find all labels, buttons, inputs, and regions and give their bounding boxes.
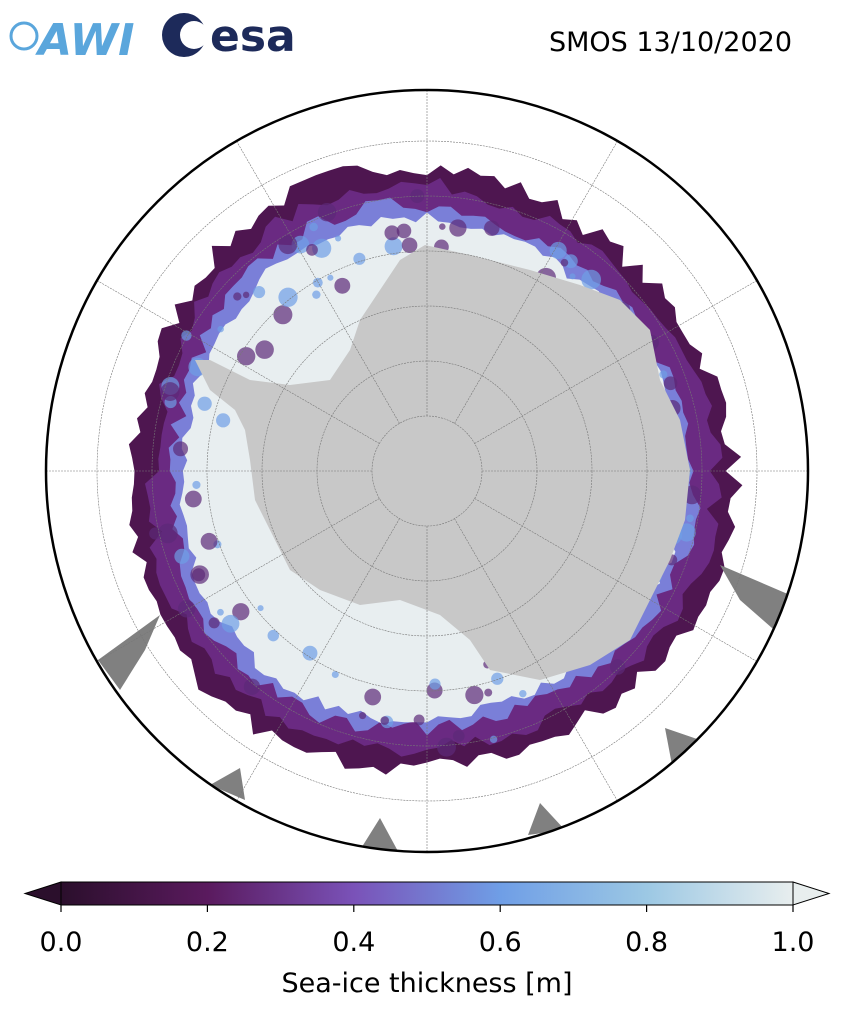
ice-patch [306, 243, 318, 256]
awi-logo: AWI [9, 15, 135, 66]
ice-patch [192, 480, 201, 489]
ice-patch [384, 225, 400, 241]
ice-patch [177, 600, 196, 618]
meridian [454, 518, 618, 802]
colorbar-over [792, 881, 831, 906]
ice-patch [413, 714, 425, 726]
esa-text: esa [210, 11, 296, 62]
ice-patch [197, 396, 212, 411]
ice-patch [312, 290, 321, 299]
ice-patch [232, 603, 250, 621]
ice-patch [208, 617, 220, 629]
ice-patch [560, 258, 569, 267]
ice-patch [491, 672, 504, 685]
ice-patch [309, 222, 318, 232]
ice-patch [233, 292, 242, 301]
ice-patch [273, 305, 293, 325]
ice-patch [359, 712, 367, 720]
colorbar-under [23, 881, 62, 906]
ice-patch [334, 277, 351, 294]
colorbar-tick-label: 0.6 [479, 927, 522, 958]
antarctica [195, 245, 690, 680]
ice-patch [439, 223, 446, 230]
meridian [474, 498, 758, 662]
meridian [236, 140, 400, 424]
ice-patch [663, 376, 678, 391]
ice-patch [255, 340, 274, 359]
ice-patch [312, 277, 323, 288]
ice-patch [335, 235, 342, 242]
ice-patch [242, 291, 250, 299]
ice-patch [331, 670, 339, 678]
graticule [46, 90, 808, 852]
ice-patch [216, 413, 231, 428]
ice-patch [489, 735, 498, 744]
colorbar-tick-label: 1.0 [772, 927, 815, 958]
ice-patch [267, 629, 279, 642]
ice-patch [437, 737, 456, 757]
ice-patch [257, 605, 264, 612]
colorbar-tick-label: 0.2 [186, 927, 229, 958]
ice-patch [278, 235, 298, 255]
ice-patch [217, 325, 224, 333]
meridian [96, 498, 380, 662]
ice-patch [549, 241, 567, 259]
colorbar-bar [60, 881, 794, 906]
ice-patch [396, 223, 412, 239]
colorbar-tick-label: 0.4 [332, 927, 375, 958]
ice-patch [609, 659, 626, 675]
colorbar: 0.0 0.2 0.4 0.6 0.8 1.0 [23, 881, 831, 958]
ice-patch [353, 252, 366, 265]
ice-patch [253, 285, 266, 299]
ice-patch [160, 382, 180, 401]
ice-patch [173, 441, 189, 457]
ice-patch [484, 220, 500, 236]
ice-patch [659, 370, 668, 379]
ice-patch [449, 219, 467, 237]
meridian [96, 280, 380, 444]
colorbar-tick-label: 0.8 [625, 927, 668, 958]
map [46, 90, 808, 852]
ice-patch [452, 730, 465, 742]
ice-patch [184, 490, 202, 508]
ice-patch [380, 716, 390, 725]
ice-patch [581, 269, 602, 290]
ice-patch [429, 678, 441, 690]
ice-patch [278, 287, 298, 307]
ice-patch [237, 347, 256, 366]
esa-logo: esa [162, 11, 296, 62]
title: SMOS 13/10/2020 [549, 27, 792, 58]
ice-patch [364, 688, 382, 706]
ice-patch [190, 565, 209, 584]
ice-patch [200, 532, 218, 550]
land-patches [98, 565, 790, 852]
ice-patch [686, 514, 694, 523]
awi-text: AWI [35, 15, 135, 66]
ice-patch [174, 548, 190, 564]
ice-patch [221, 614, 240, 633]
ice-patch [302, 645, 318, 661]
map-frame [44, 88, 810, 854]
ice-patch [569, 273, 576, 280]
meridian [474, 280, 758, 444]
ice-patch [157, 523, 178, 544]
colorbar-tick-label: 0.0 [40, 927, 83, 958]
ice-patch [484, 688, 493, 697]
colorbar-label: Sea-ice thickness [m] [281, 968, 572, 999]
ice-patch [677, 523, 696, 542]
ice-patch [243, 678, 261, 695]
meridian [236, 518, 400, 802]
ice-patch [327, 274, 334, 281]
ice-patch [465, 685, 484, 705]
ice-patch [519, 689, 527, 698]
ice-patch [384, 237, 403, 256]
ice-patch [401, 237, 418, 254]
ice-patch [149, 527, 162, 540]
meridian [454, 140, 618, 424]
ice-patch [217, 608, 224, 616]
